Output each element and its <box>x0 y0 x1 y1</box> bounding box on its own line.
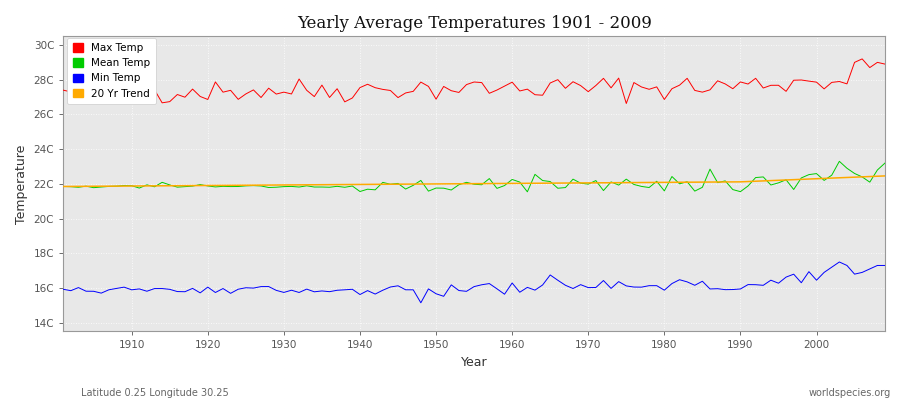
Y-axis label: Temperature: Temperature <box>15 144 28 224</box>
Title: Yearly Average Temperatures 1901 - 2009: Yearly Average Temperatures 1901 - 2009 <box>297 15 652 32</box>
Text: Latitude 0.25 Longitude 30.25: Latitude 0.25 Longitude 30.25 <box>81 388 229 398</box>
X-axis label: Year: Year <box>461 356 488 369</box>
Legend: Max Temp, Mean Temp, Min Temp, 20 Yr Trend: Max Temp, Mean Temp, Min Temp, 20 Yr Tre… <box>68 38 156 104</box>
Text: worldspecies.org: worldspecies.org <box>809 388 891 398</box>
